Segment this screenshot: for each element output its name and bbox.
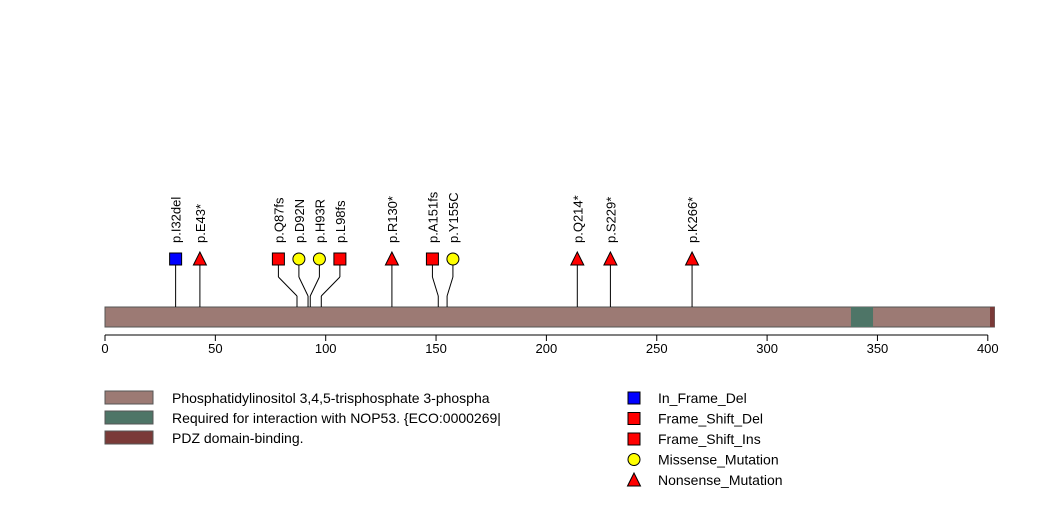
legend-marker-5 [626, 471, 642, 487]
mutation-marker-1 [169, 252, 183, 266]
domain-legend-label-2: Required for interaction with NOP53. {EC… [172, 410, 501, 426]
mutation-connector-6 [320, 276, 341, 297]
mutation-marker-8 [425, 252, 439, 266]
mutation-connector-3 [278, 276, 298, 297]
legend-label-2: Frame_Shift_Del [658, 411, 763, 427]
domain-1 [850, 307, 874, 327]
mutation-label-7: p.R130* [385, 196, 400, 243]
mutation-label-9: p.Y155C [446, 192, 461, 243]
mutation-label-2: p.E43* [193, 204, 208, 243]
legend-label-5: Nonsense_Mutation [658, 472, 783, 488]
mutation-marker-2 [192, 250, 208, 266]
legend-marker-3 [627, 432, 641, 446]
domain-legend-label-1: Phosphatidylinositol 3,4,5-trisphosphate… [172, 390, 490, 406]
legend-label-1: In_Frame_Del [658, 390, 747, 406]
legend-label-3: Frame_Shift_Ins [658, 431, 761, 447]
x-tick-label-250: 250 [646, 341, 668, 356]
mutation-connector-4 [298, 276, 309, 297]
domain-2 [990, 307, 995, 327]
mutation-connector-8 [431, 276, 439, 297]
legend-marker-1 [627, 391, 641, 405]
mutation-connector-9 [446, 276, 454, 297]
x-tick-label-200: 200 [536, 341, 558, 356]
mutation-marker-6 [333, 252, 347, 266]
mutation-marker-10 [569, 250, 585, 266]
x-tick-label-400: 400 [977, 341, 999, 356]
x-tick-label-0: 0 [101, 341, 108, 356]
mutation-marker-4 [292, 252, 306, 266]
mutation-label-8: p.A151fs [425, 191, 440, 243]
x-tick-label-100: 100 [315, 341, 337, 356]
mutation-marker-9 [446, 252, 460, 266]
x-tick-label-50: 50 [208, 341, 222, 356]
legend-marker-4 [627, 453, 641, 466]
x-tick-label-300: 300 [756, 341, 778, 356]
legend-label-4: Missense_Mutation [658, 452, 779, 468]
mutation-connector-5 [309, 276, 320, 297]
mutation-marker-12 [684, 250, 700, 266]
x-tick-label-350: 350 [867, 341, 889, 356]
mutation-marker-11 [603, 250, 618, 266]
mutation-label-4: p.D92N [292, 199, 307, 243]
legend-marker-2 [627, 412, 641, 425]
domain-legend-swatch-2 [104, 410, 154, 425]
mutation-marker-3 [271, 252, 285, 266]
mutation-label-5: p.H93R [312, 199, 327, 243]
domain-legend-label-3: PDZ domain-binding. [172, 430, 304, 446]
mutation-label-1: p.I32del [169, 197, 184, 243]
domain-legend-swatch-1 [104, 390, 154, 405]
mutation-label-11: p.S229* [603, 197, 618, 243]
mutation-label-10: p.Q214* [570, 195, 585, 243]
mutation-marker-5 [312, 252, 326, 266]
mutation-marker-7 [384, 250, 400, 266]
mutation-label-6: p.L98fs [333, 200, 348, 243]
mutation-label-12: p.K266* [685, 197, 700, 243]
domain-legend-swatch-3 [104, 430, 154, 445]
x-tick-label-150: 150 [425, 341, 447, 356]
mutation-label-3: p.Q87fs [271, 197, 286, 243]
